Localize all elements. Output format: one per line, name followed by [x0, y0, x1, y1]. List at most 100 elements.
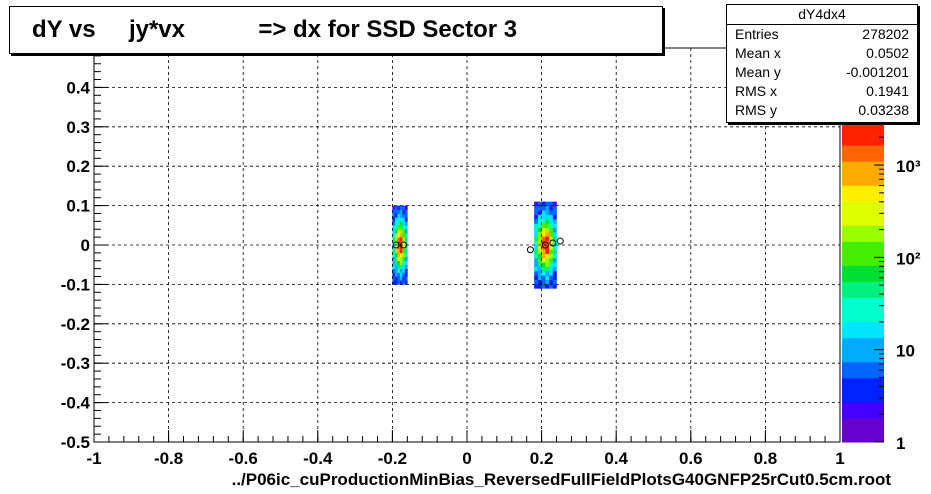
heatmap-cell: [549, 240, 554, 246]
y-tick-label: -0.2: [61, 315, 90, 334]
heatmap-cell: [392, 264, 396, 269]
heatmap-cell: [402, 256, 406, 262]
profile-marker: [541, 241, 549, 249]
x-tick-label: -0.6: [229, 449, 258, 468]
heatmap-cell: [392, 252, 396, 258]
heatmap-cell: [404, 256, 408, 262]
heatmap-cell: [399, 252, 403, 258]
heatmap-cell: [545, 279, 550, 285]
heatmap-cell: [549, 249, 554, 254]
heatmap-cell: [392, 225, 396, 230]
heatmap-cell: [399, 229, 403, 234]
heatmap-cell: [534, 245, 539, 250]
color-scale-step: [842, 153, 884, 162]
color-scale-step: [842, 401, 884, 411]
stats-value: 0.03238: [858, 102, 909, 118]
color-scale-step: [842, 297, 884, 307]
heatmap-cell: [399, 225, 403, 230]
heatmap-cell: [541, 231, 546, 237]
heatmap-cell: [399, 237, 403, 242]
chart-title-box: dY vs jy*vx => dx for SSD Sector 3: [9, 6, 663, 54]
heatmap-cell: [394, 264, 398, 269]
profile-marker: [392, 241, 400, 249]
heatmap-cell: [392, 213, 396, 218]
heatmap-cell: [534, 223, 539, 228]
heatmap-cell: [549, 223, 554, 228]
heatmap-cell: [402, 205, 406, 210]
color-scale-step: [842, 361, 884, 371]
heatmap-cell: [541, 214, 546, 220]
heatmap-cell: [397, 205, 401, 210]
heatmap-cell: [402, 260, 406, 265]
heatmap-cell: [534, 201, 539, 207]
profile-marker: [556, 237, 564, 245]
color-scale-step: [842, 249, 884, 258]
heatmap-cell: [552, 210, 557, 215]
heatmap-cell: [397, 217, 401, 222]
heatmap-cell: [534, 227, 539, 233]
heatmap-cell: [534, 258, 539, 263]
color-scale-step: [842, 393, 884, 403]
x-tick-label: 0.4: [604, 449, 628, 468]
heatmap-cell: [537, 236, 542, 241]
stats-row-mean-y: Mean y -0.001201: [735, 63, 909, 82]
heatmap-cell: [549, 214, 554, 220]
heatmap-cell: [402, 241, 406, 246]
heatmap-cell: [549, 227, 554, 233]
heatmap-cell: [402, 272, 406, 277]
heatmap-cell: [397, 209, 401, 214]
heatmap-cell: [534, 236, 539, 241]
heatmap-cell: [534, 279, 539, 285]
heatmap-cell: [397, 221, 401, 226]
heatmap-cell: [549, 284, 554, 289]
y-tick-label: 0.1: [66, 197, 90, 216]
heatmap-cell: [399, 233, 403, 238]
color-scale-step: [842, 345, 884, 355]
heatmap-cell: [552, 279, 557, 285]
heatmap-cell: [397, 256, 401, 262]
stats-value: -0.001201: [845, 64, 909, 80]
stats-label: RMS y: [735, 102, 777, 118]
color-scale-step: [842, 337, 884, 347]
stats-value: 0.0502: [866, 45, 909, 61]
stats-label: Mean y: [735, 64, 781, 80]
color-scale-step: [842, 369, 884, 379]
heatmap-cell: [392, 248, 396, 254]
heatmap-cell: [397, 268, 401, 273]
heatmap-cell: [549, 210, 554, 215]
color-scale-step: [842, 353, 884, 363]
heatmap-cell: [545, 271, 550, 276]
heatmap-cell: [541, 258, 546, 263]
heatmap-cell: [397, 272, 401, 277]
heatmap-cell: [549, 253, 554, 259]
heatmap-cell: [552, 253, 557, 259]
heatmap-cell: [545, 266, 550, 272]
source-file-label: ../P06ic_cuProductionMinBias_ReversedFul…: [231, 470, 891, 489]
color-scale: 1 10 10² 10³: [842, 120, 921, 453]
heatmap-cell: [402, 237, 406, 242]
color-scale-step: [842, 265, 884, 274]
heatmap-cell: [392, 256, 396, 262]
heatmap-cell: [404, 225, 408, 230]
heatmap-cell: [394, 217, 398, 222]
heatmap-cell: [397, 248, 401, 254]
heatmap-cell: [552, 258, 557, 263]
color-scale-step: [842, 329, 884, 339]
color-scale-step: [842, 281, 884, 291]
heatmap-cell: [404, 272, 408, 277]
color-scale-step: [842, 137, 884, 146]
color-scale-step: [842, 233, 884, 242]
heatmap-cell: [399, 276, 403, 281]
heatmap-cell: [402, 217, 406, 222]
heatmap-cell: [545, 236, 550, 241]
color-scale-step: [842, 305, 884, 315]
heatmap-cell: [537, 201, 542, 207]
y-tick-label: -0.3: [61, 354, 90, 373]
heatmap-cell: [392, 276, 396, 281]
heatmap-cell: [541, 205, 546, 211]
stats-row-entries: Entries 278202: [735, 25, 909, 44]
heatmap-cell: [537, 214, 542, 220]
heatmap-cell: [549, 266, 554, 272]
color-scale-step: [842, 313, 884, 323]
